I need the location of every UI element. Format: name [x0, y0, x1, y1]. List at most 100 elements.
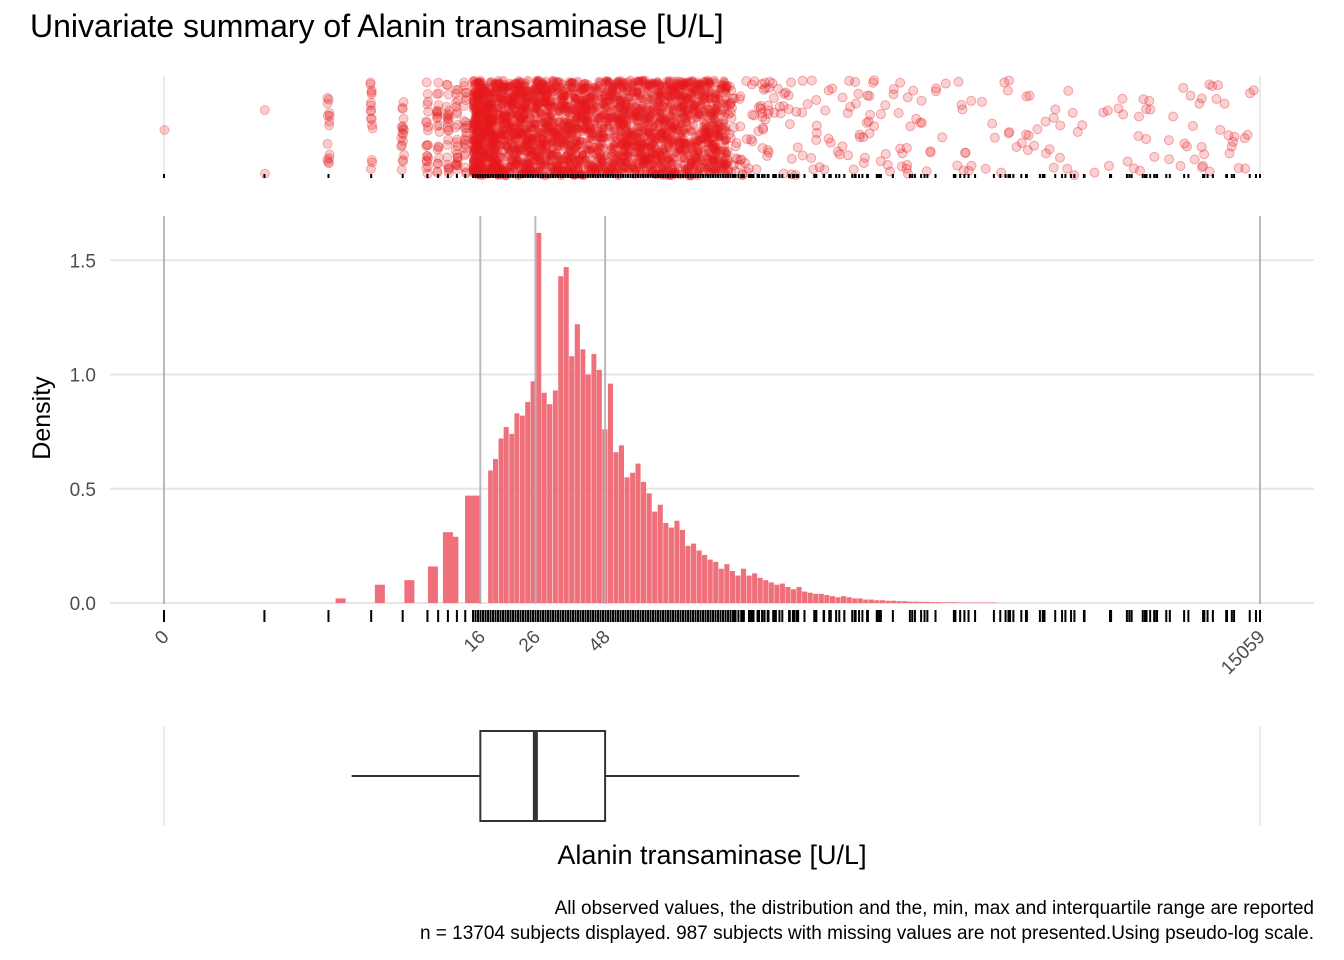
jitter-point	[1240, 163, 1251, 174]
jitter-point	[587, 162, 597, 172]
jitter-point	[682, 105, 692, 115]
jitter-point	[471, 148, 481, 158]
jitter-point	[690, 99, 700, 109]
jitter-point	[468, 156, 478, 166]
jitter-point	[639, 109, 649, 119]
jitter-point	[620, 151, 630, 161]
jitter-point	[614, 150, 624, 160]
jitter-point	[578, 150, 588, 160]
jitter-point	[603, 76, 613, 86]
jitter-point	[705, 94, 715, 104]
jitter-point	[548, 127, 558, 137]
jitter-point	[611, 162, 621, 172]
jitter-point	[519, 81, 529, 91]
histogram-bar	[541, 392, 547, 603]
jitter-point	[543, 112, 553, 122]
jitter-point	[703, 137, 713, 147]
jitter-point	[1149, 151, 1160, 162]
jitter-point	[1215, 124, 1226, 135]
jitter-point	[441, 79, 452, 90]
jitter-point	[580, 83, 590, 93]
histogram-bar	[740, 568, 747, 603]
jitter-point	[498, 75, 508, 85]
jitter-point	[547, 144, 557, 154]
jitter-point	[696, 79, 706, 89]
jitter-point	[553, 84, 563, 94]
jitter-point	[614, 89, 624, 99]
jitter-point	[716, 132, 726, 142]
jitter-point	[716, 99, 726, 109]
jitter-point	[599, 151, 609, 161]
jitter-point	[521, 104, 531, 114]
jitter-point	[365, 79, 376, 90]
jitter-point	[397, 121, 408, 132]
jitter-point	[578, 152, 588, 162]
jitter-point	[768, 92, 779, 103]
jitter-point	[509, 165, 519, 175]
jitter-point	[553, 77, 563, 87]
jitter-point	[1185, 90, 1196, 101]
jitter-point	[530, 82, 540, 92]
jitter-point	[475, 142, 485, 152]
jitter-point	[511, 154, 521, 164]
jitter-point	[502, 116, 512, 126]
jitter-point	[614, 113, 624, 123]
jitter-point	[452, 134, 463, 145]
jitter-point	[365, 113, 376, 124]
jitter-point	[471, 106, 481, 116]
jitter-point	[365, 106, 376, 117]
jitter-point	[550, 118, 560, 128]
jitter-point	[505, 82, 515, 92]
histogram-bar	[652, 511, 658, 603]
jitter-point	[607, 89, 617, 99]
jitter-point	[590, 123, 600, 133]
jitter-point	[451, 158, 462, 169]
jitter-point	[488, 112, 498, 122]
jitter-point	[541, 162, 551, 172]
jitter-point	[802, 99, 813, 110]
jitter-point	[519, 129, 529, 139]
jitter-point	[550, 166, 560, 176]
jitter-point	[660, 98, 670, 108]
jitter-point	[905, 121, 916, 132]
jitter-point	[507, 106, 517, 116]
jitter-point	[644, 79, 654, 89]
jitter-point	[713, 120, 723, 130]
jitter-point	[662, 135, 672, 145]
jitter-point	[635, 147, 645, 157]
jitter-point	[476, 101, 486, 111]
jitter-point	[649, 140, 659, 150]
jitter-point	[534, 75, 544, 85]
jitter-point	[398, 97, 409, 108]
jitter-point	[669, 123, 679, 133]
y-tick-label: 0.0	[70, 594, 96, 615]
jitter-point	[546, 109, 556, 119]
jitter-point	[494, 97, 504, 107]
jitter-point	[610, 125, 620, 135]
jitter-point	[475, 106, 485, 116]
jitter-point	[515, 77, 525, 87]
jitter-point	[478, 150, 488, 160]
jitter-point	[664, 85, 674, 95]
jitter-point	[482, 133, 492, 143]
jitter-point	[494, 113, 504, 123]
jitter-point	[538, 139, 548, 149]
jitter-point	[483, 89, 493, 99]
jitter-point	[577, 120, 587, 130]
jitter-point	[521, 156, 531, 166]
jitter-point	[573, 76, 583, 86]
jitter-point	[397, 102, 408, 113]
jitter-point	[707, 108, 717, 118]
jitter-point	[711, 94, 721, 104]
jitter-point	[508, 86, 518, 96]
histogram-bar	[929, 602, 936, 603]
jitter-point	[529, 140, 539, 150]
jitter-point	[1072, 126, 1083, 137]
jitter-point	[480, 114, 490, 124]
histogram-bar	[790, 589, 797, 603]
jitter-point	[481, 83, 491, 93]
jitter-point	[547, 145, 557, 155]
jitter-point	[717, 123, 727, 133]
jitter-point	[522, 91, 532, 101]
jitter-point	[1133, 111, 1144, 122]
